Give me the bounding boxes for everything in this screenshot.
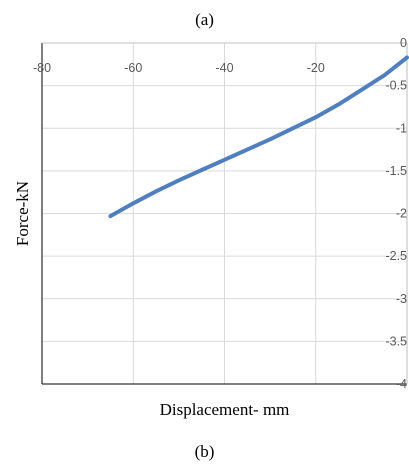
y-tick-label: -1.5 — [385, 164, 407, 178]
x-tick-label: -40 — [215, 61, 233, 75]
series-layer — [108, 55, 409, 219]
y-tick-label: -1 — [396, 121, 407, 135]
x-tick-label: -20 — [307, 61, 325, 75]
x-tick-labels: -80 -60 -40 -20 — [33, 61, 325, 75]
x-tick-label: -80 — [33, 61, 51, 75]
caption-bottom: (b) — [194, 442, 215, 461]
y-tick-label: -0.5 — [385, 79, 407, 93]
y-tick-label: -3.5 — [385, 334, 407, 348]
axes — [41, 42, 408, 385]
y-tick-label: -2 — [396, 207, 407, 221]
y-axis-title: Force-kN — [13, 181, 32, 246]
y-tick-label: -2.5 — [385, 249, 407, 263]
series-line — [108, 55, 409, 219]
caption-top: (a) — [195, 10, 214, 29]
y-tick-labels: 0 -0.5 -1 -1.5 -2 -2.5 -3 -3.5 -4 — [385, 36, 407, 391]
y-tick-label: -4 — [396, 377, 407, 391]
y-tick-label: 0 — [400, 36, 407, 50]
y-tick-label: -3 — [396, 292, 407, 306]
x-axis-title: Displacement- mm — [160, 400, 290, 419]
x-tick-label: -60 — [124, 61, 142, 75]
